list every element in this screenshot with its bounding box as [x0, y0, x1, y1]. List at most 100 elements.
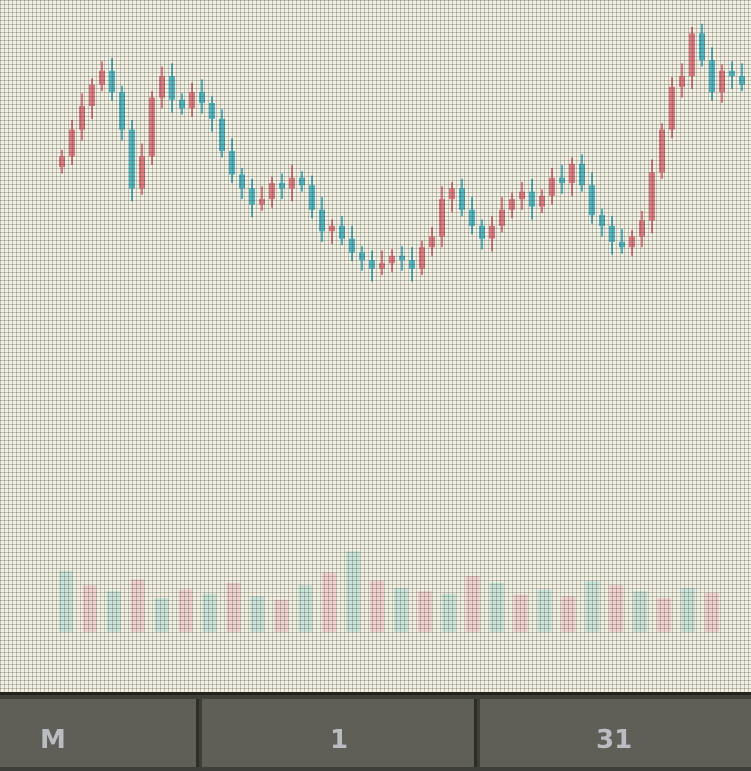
candle [469, 196, 475, 235]
bottom-segment-3[interactable]: 31 [480, 699, 751, 767]
candle-body [399, 255, 405, 261]
candle [439, 186, 445, 248]
candle-body [309, 185, 315, 210]
candle [409, 247, 415, 282]
candle [109, 57, 115, 101]
candle [359, 246, 365, 271]
volume-bar [322, 572, 337, 632]
candle-body [529, 191, 535, 207]
candle-body [159, 76, 165, 98]
candle [579, 154, 585, 192]
candle-body [679, 76, 685, 87]
candle-body [459, 188, 465, 210]
candle-body [369, 260, 375, 269]
candle-body [569, 163, 575, 184]
candle-body [589, 185, 595, 216]
bottom-segment-3-label: 31 [596, 725, 633, 755]
candle [349, 225, 355, 262]
candle [119, 85, 125, 141]
candle-body [379, 263, 385, 269]
volume-bar [130, 579, 145, 632]
candle [629, 230, 635, 256]
volume-bar [59, 570, 73, 632]
candle-body [89, 84, 95, 107]
volume-bar [441, 593, 456, 632]
candle [139, 143, 145, 195]
candle-body [409, 260, 415, 269]
candle-body [349, 238, 355, 253]
candle [449, 182, 455, 212]
candle-body [199, 92, 205, 103]
candle-body [149, 97, 155, 157]
volume-bar [705, 592, 719, 632]
candle [719, 64, 725, 103]
candle-body [709, 60, 715, 93]
candle [369, 250, 375, 282]
candle [89, 78, 95, 119]
candle [499, 196, 505, 233]
candle-body [169, 76, 175, 100]
volume-bar [681, 587, 696, 632]
candle-body [619, 241, 625, 248]
candle-body [599, 215, 605, 226]
candle-body [649, 172, 655, 221]
candle [379, 250, 385, 276]
candle [159, 66, 165, 109]
volume-bar [513, 594, 528, 632]
candle-body [209, 102, 215, 119]
candle [259, 186, 265, 211]
bottom-segment-1-label: M [40, 725, 66, 755]
candle-body [519, 191, 525, 200]
candle-body [229, 151, 235, 175]
candle-body [429, 236, 435, 248]
bottom-segment-1[interactable]: M [0, 699, 199, 767]
candle [209, 96, 215, 132]
candle-body [499, 209, 505, 226]
candle-body [579, 163, 585, 186]
candle-body [449, 188, 455, 200]
candle [99, 61, 105, 92]
candle-body [59, 156, 65, 168]
candle [599, 208, 605, 237]
price-chart [59, 23, 745, 632]
candle-body [79, 106, 85, 130]
candle-body [139, 156, 145, 189]
candle-body [549, 177, 555, 196]
volume-bar [274, 599, 289, 632]
candle [229, 138, 235, 184]
candle-body [669, 86, 675, 130]
volume-bar [561, 596, 576, 632]
candle-body [639, 220, 645, 237]
candle [329, 219, 335, 245]
candle-body [69, 129, 75, 157]
candle [389, 249, 395, 272]
volume-bar [585, 581, 600, 632]
candle-body [689, 33, 695, 77]
candle-body [239, 174, 245, 189]
candle [269, 176, 275, 208]
candle-body [339, 225, 345, 239]
candle-body [479, 225, 485, 239]
candle [669, 77, 675, 139]
candle-body [359, 252, 365, 261]
volume-bar [417, 591, 432, 632]
candle [729, 61, 735, 89]
candle-body [299, 177, 305, 186]
candle-body [269, 183, 275, 200]
volume-bar [633, 591, 648, 632]
candle [639, 210, 645, 248]
candle [649, 159, 655, 234]
candle [289, 164, 295, 202]
candle-body [389, 255, 395, 264]
bottom-segment-2[interactable]: 1 [202, 699, 477, 767]
candle [69, 119, 75, 165]
candle-body [109, 70, 115, 93]
candle [249, 178, 255, 218]
candle-body [219, 118, 225, 151]
candle-body [609, 225, 615, 242]
candle-body [439, 199, 445, 237]
candle [619, 229, 625, 254]
candle-body [119, 92, 125, 130]
candle [679, 63, 685, 98]
